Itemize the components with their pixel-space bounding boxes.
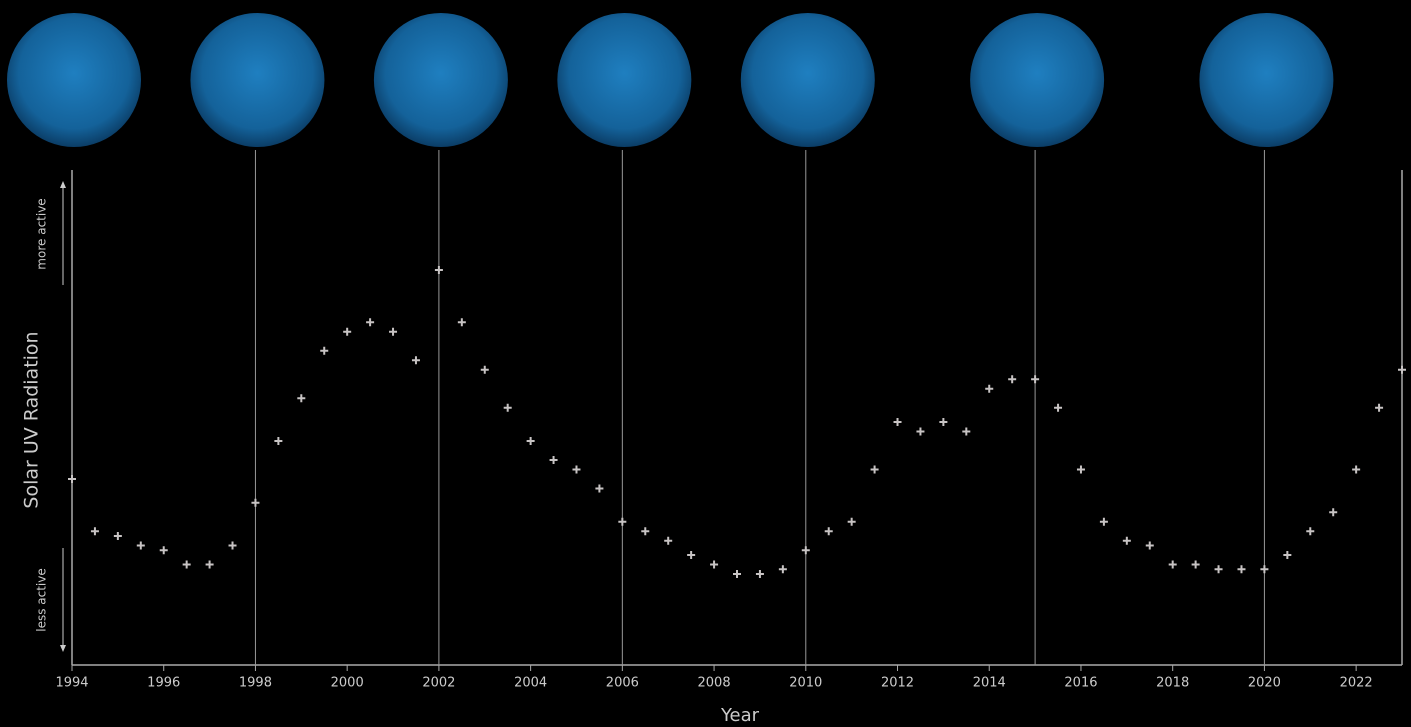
neptune-image <box>1199 13 1334 147</box>
data-point <box>366 318 375 327</box>
data-point <box>90 527 99 536</box>
x-tick-label: 2008 <box>698 676 731 691</box>
data-point <box>136 541 145 550</box>
data-point <box>1099 517 1108 526</box>
data-point <box>1375 403 1384 412</box>
more-active-label: more active <box>35 198 49 269</box>
data-point <box>801 546 810 555</box>
data-point <box>205 560 214 569</box>
neptune-image <box>557 13 692 147</box>
data-point <box>389 327 398 336</box>
data-point <box>1054 403 1063 412</box>
data-point <box>1076 465 1085 474</box>
neptune-image <box>970 13 1105 147</box>
data-point <box>503 403 512 412</box>
data-point <box>939 418 948 426</box>
data-point <box>457 318 466 327</box>
data-point <box>68 475 76 483</box>
data-point <box>824 527 833 536</box>
data-point <box>434 266 443 274</box>
data-point <box>113 532 122 540</box>
data-point <box>480 365 489 374</box>
data-point <box>1031 375 1040 384</box>
data-point <box>733 570 741 578</box>
data-point <box>847 517 856 526</box>
data-point <box>297 394 306 403</box>
data-point <box>710 560 719 569</box>
neptune-image <box>740 13 875 147</box>
data-point <box>1306 527 1315 536</box>
data-point <box>572 465 581 474</box>
data-point <box>1398 365 1406 374</box>
arrow-head <box>60 181 66 188</box>
x-tick-label: 1994 <box>55 676 88 691</box>
data-point <box>1168 560 1177 569</box>
data-point <box>411 356 420 365</box>
data-point <box>618 517 627 526</box>
data-point <box>159 546 168 555</box>
data-point <box>182 560 191 569</box>
x-tick-label: 2014 <box>973 676 1006 691</box>
data-point <box>343 327 352 336</box>
data-point <box>664 536 673 545</box>
data-point <box>641 527 650 536</box>
data-point <box>687 551 696 559</box>
x-tick-label: 2010 <box>789 676 822 691</box>
data-point <box>962 427 971 436</box>
data-point <box>526 437 535 445</box>
x-tick-label: 2004 <box>514 676 547 691</box>
data-point <box>985 384 994 393</box>
x-tick-label: 1996 <box>147 676 180 691</box>
data-point <box>1191 560 1200 569</box>
data-point <box>870 465 879 474</box>
data-point <box>1237 565 1246 574</box>
y-axis-title: Solar UV Radiation <box>21 331 43 508</box>
x-tick-label: 2000 <box>331 676 364 691</box>
x-tick-label: 2016 <box>1064 676 1097 691</box>
x-axis-title: Year <box>720 705 760 726</box>
data-point <box>1329 508 1338 517</box>
data-point <box>1260 565 1269 574</box>
neptune-image <box>7 13 141 147</box>
data-point <box>549 456 558 464</box>
x-tick-label: 2006 <box>606 676 639 691</box>
x-tick-label: 2020 <box>1248 676 1281 691</box>
x-tick-label: 1998 <box>239 676 272 691</box>
data-point <box>1145 541 1154 550</box>
data-point <box>893 418 902 426</box>
data-point <box>1122 536 1131 545</box>
less-active-label: less active <box>35 568 49 632</box>
data-point <box>595 484 604 493</box>
data-point <box>251 498 260 507</box>
data-point <box>1214 565 1223 574</box>
neptune-image <box>373 13 508 147</box>
data-point <box>916 427 925 436</box>
neptune-image <box>190 13 325 147</box>
data-point <box>1008 375 1017 384</box>
x-tick-label: 2012 <box>881 676 914 691</box>
data-point <box>274 437 283 445</box>
x-tick-label: 2018 <box>1156 676 1189 691</box>
data-point <box>320 346 329 355</box>
arrow-head <box>60 645 66 652</box>
data-point <box>228 541 237 550</box>
x-tick-label: 2002 <box>422 676 455 691</box>
data-point <box>1283 551 1292 559</box>
data-point <box>755 570 764 578</box>
data-point <box>778 565 787 574</box>
x-tick-label: 2022 <box>1340 676 1373 691</box>
data-point <box>1352 465 1361 474</box>
